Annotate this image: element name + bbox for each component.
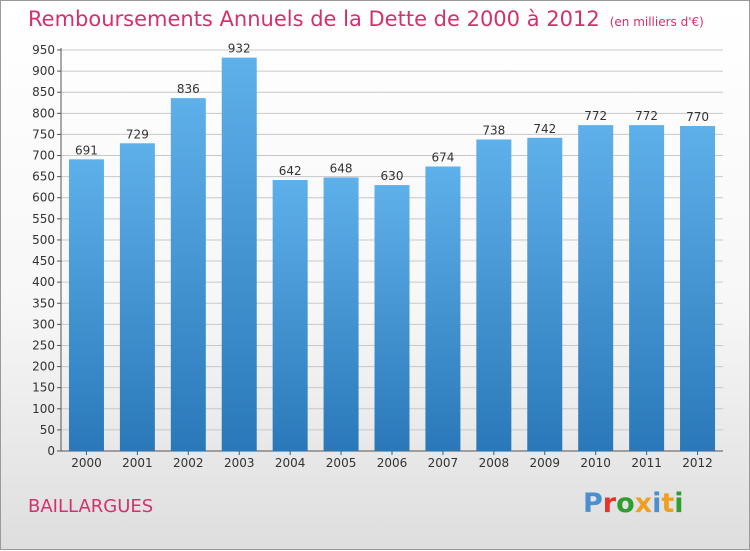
x-tick-label: 2009	[529, 456, 560, 470]
title-text: Remboursements Annuels de la Dette de 20…	[28, 7, 600, 31]
x-tick-label: 2002	[173, 456, 204, 470]
logo-letter: r	[602, 488, 617, 519]
x-tick-label: 2000	[71, 456, 102, 470]
x-tick-label: 2001	[122, 456, 153, 470]
y-tick-label: 450	[32, 254, 55, 268]
bar	[476, 139, 512, 451]
logo-letter: P	[583, 488, 603, 519]
y-tick-label: 650	[32, 170, 55, 184]
y-tick-label: 900	[32, 64, 55, 78]
bar	[221, 57, 257, 451]
data-label: 772	[635, 109, 658, 123]
y-tick-label: 50	[40, 423, 55, 437]
data-label: 642	[279, 164, 302, 178]
x-tick-label: 2011	[631, 456, 662, 470]
x-tick-label: 2004	[275, 456, 306, 470]
bar	[578, 125, 614, 451]
data-label: 932	[228, 42, 251, 56]
bar	[170, 98, 206, 452]
bar	[272, 180, 308, 451]
data-label: 691	[75, 143, 98, 157]
bars	[68, 57, 716, 452]
y-tick-label: 150	[32, 381, 55, 395]
data-label: 742	[533, 122, 556, 136]
x-tick-label: 2006	[377, 456, 408, 470]
y-tick-label: 0	[47, 444, 55, 458]
y-tick-label: 750	[32, 127, 55, 141]
y-tick-label: 600	[32, 191, 55, 205]
bar	[68, 159, 104, 451]
bar	[680, 125, 716, 452]
x-tick-label: 2007	[428, 456, 459, 470]
data-label: 729	[126, 127, 149, 141]
x-tick-label: 2010	[580, 456, 611, 470]
y-tick-label: 350	[32, 296, 55, 310]
bar	[425, 166, 461, 452]
y-tick-label: 800	[32, 106, 55, 120]
logo-letter: i	[674, 488, 684, 519]
proxiti-logo: Proxiti	[583, 488, 684, 519]
bar	[629, 125, 665, 451]
data-label: 630	[381, 169, 404, 183]
y-tick-label: 100	[32, 402, 55, 416]
labels: 0 50 100 150 200 250 300 350 400 450 500 550 600 650 7…	[32, 42, 713, 470]
chart-title: Remboursements Annuels de la Dette de 20…	[28, 7, 704, 31]
y-tick-label: 950	[32, 43, 55, 57]
bar	[323, 177, 359, 452]
y-tick-label: 550	[32, 212, 55, 226]
x-tick-label: 2003	[224, 456, 255, 470]
y-tick-label: 300	[32, 317, 55, 331]
town-name: BAILLARGUES	[28, 496, 154, 517]
bar	[374, 185, 410, 452]
data-label: 674	[431, 151, 454, 165]
y-tick-label: 250	[32, 338, 55, 352]
y-tick-label: 500	[32, 233, 55, 247]
logo-letter: i	[652, 488, 662, 519]
y-tick-label: 200	[32, 360, 55, 374]
logo-letter: o	[616, 488, 635, 519]
data-label: 648	[330, 161, 353, 175]
data-label: 836	[177, 82, 200, 96]
data-label: 772	[584, 109, 607, 123]
x-tick-label: 2012	[682, 456, 713, 470]
y-tick-label: 700	[32, 149, 55, 163]
logo-letter: x	[634, 488, 653, 519]
x-tick-label: 2005	[326, 456, 357, 470]
x-tick-label: 2008	[479, 456, 510, 470]
y-tick-label: 850	[32, 85, 55, 99]
bar	[119, 143, 155, 451]
y-tick-label: 400	[32, 275, 55, 289]
data-label: 770	[686, 110, 709, 124]
logo-letter: t	[661, 488, 675, 519]
data-label: 738	[482, 123, 505, 137]
bar	[527, 137, 563, 451]
chart-subtitle: (en milliers d'€)	[609, 15, 704, 29]
